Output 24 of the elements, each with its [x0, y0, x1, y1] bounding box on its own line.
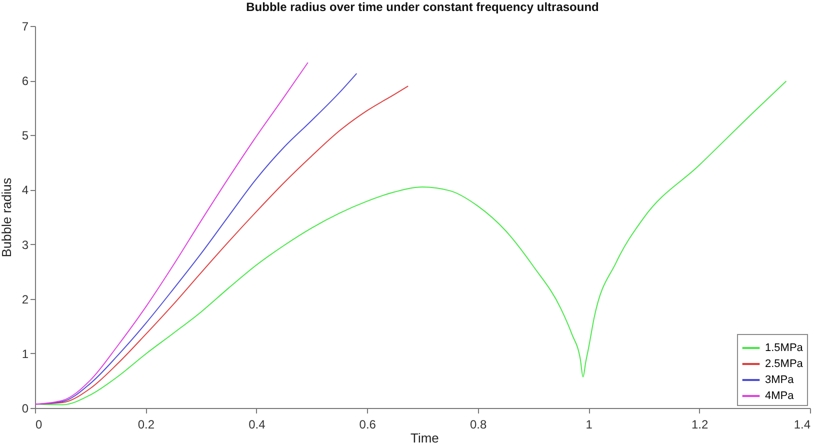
y-tick-label: 3	[22, 238, 29, 252]
chart-title: Bubble radius over time under constant frequency ultrasound	[246, 0, 599, 14]
legend-label: 4MPa	[765, 390, 795, 402]
x-tick-label: 0.4	[248, 418, 266, 432]
x-tick-label: 0.6	[359, 418, 376, 432]
y-tick-label: 1	[22, 346, 29, 361]
legend-label: 2.5MPa	[765, 358, 804, 370]
x-tick-label: 1	[586, 418, 593, 432]
legend-label: 1.5MPa	[765, 342, 804, 354]
y-tick-label: 0	[22, 402, 29, 416]
y-tick-label: 4	[22, 183, 29, 198]
x-tick-label: 0.8	[470, 418, 488, 432]
legend-label: 3MPa	[765, 374, 795, 386]
line-series	[35, 62, 308, 405]
y-tick-label: 5	[22, 128, 29, 143]
x-tick-label: 1.4	[794, 418, 811, 432]
x-tick-label: 1.2	[691, 418, 708, 432]
y-tick-label: 2	[22, 292, 29, 306]
y-tick-label: 6	[22, 74, 29, 88]
x-axis-title: Time	[410, 430, 439, 446]
y-tick-label: 7	[22, 20, 29, 34]
y-axis-title: Bubble radius	[0, 177, 14, 258]
x-tick-label: 0.2	[138, 418, 155, 432]
x-tick-label: 0	[36, 418, 42, 432]
